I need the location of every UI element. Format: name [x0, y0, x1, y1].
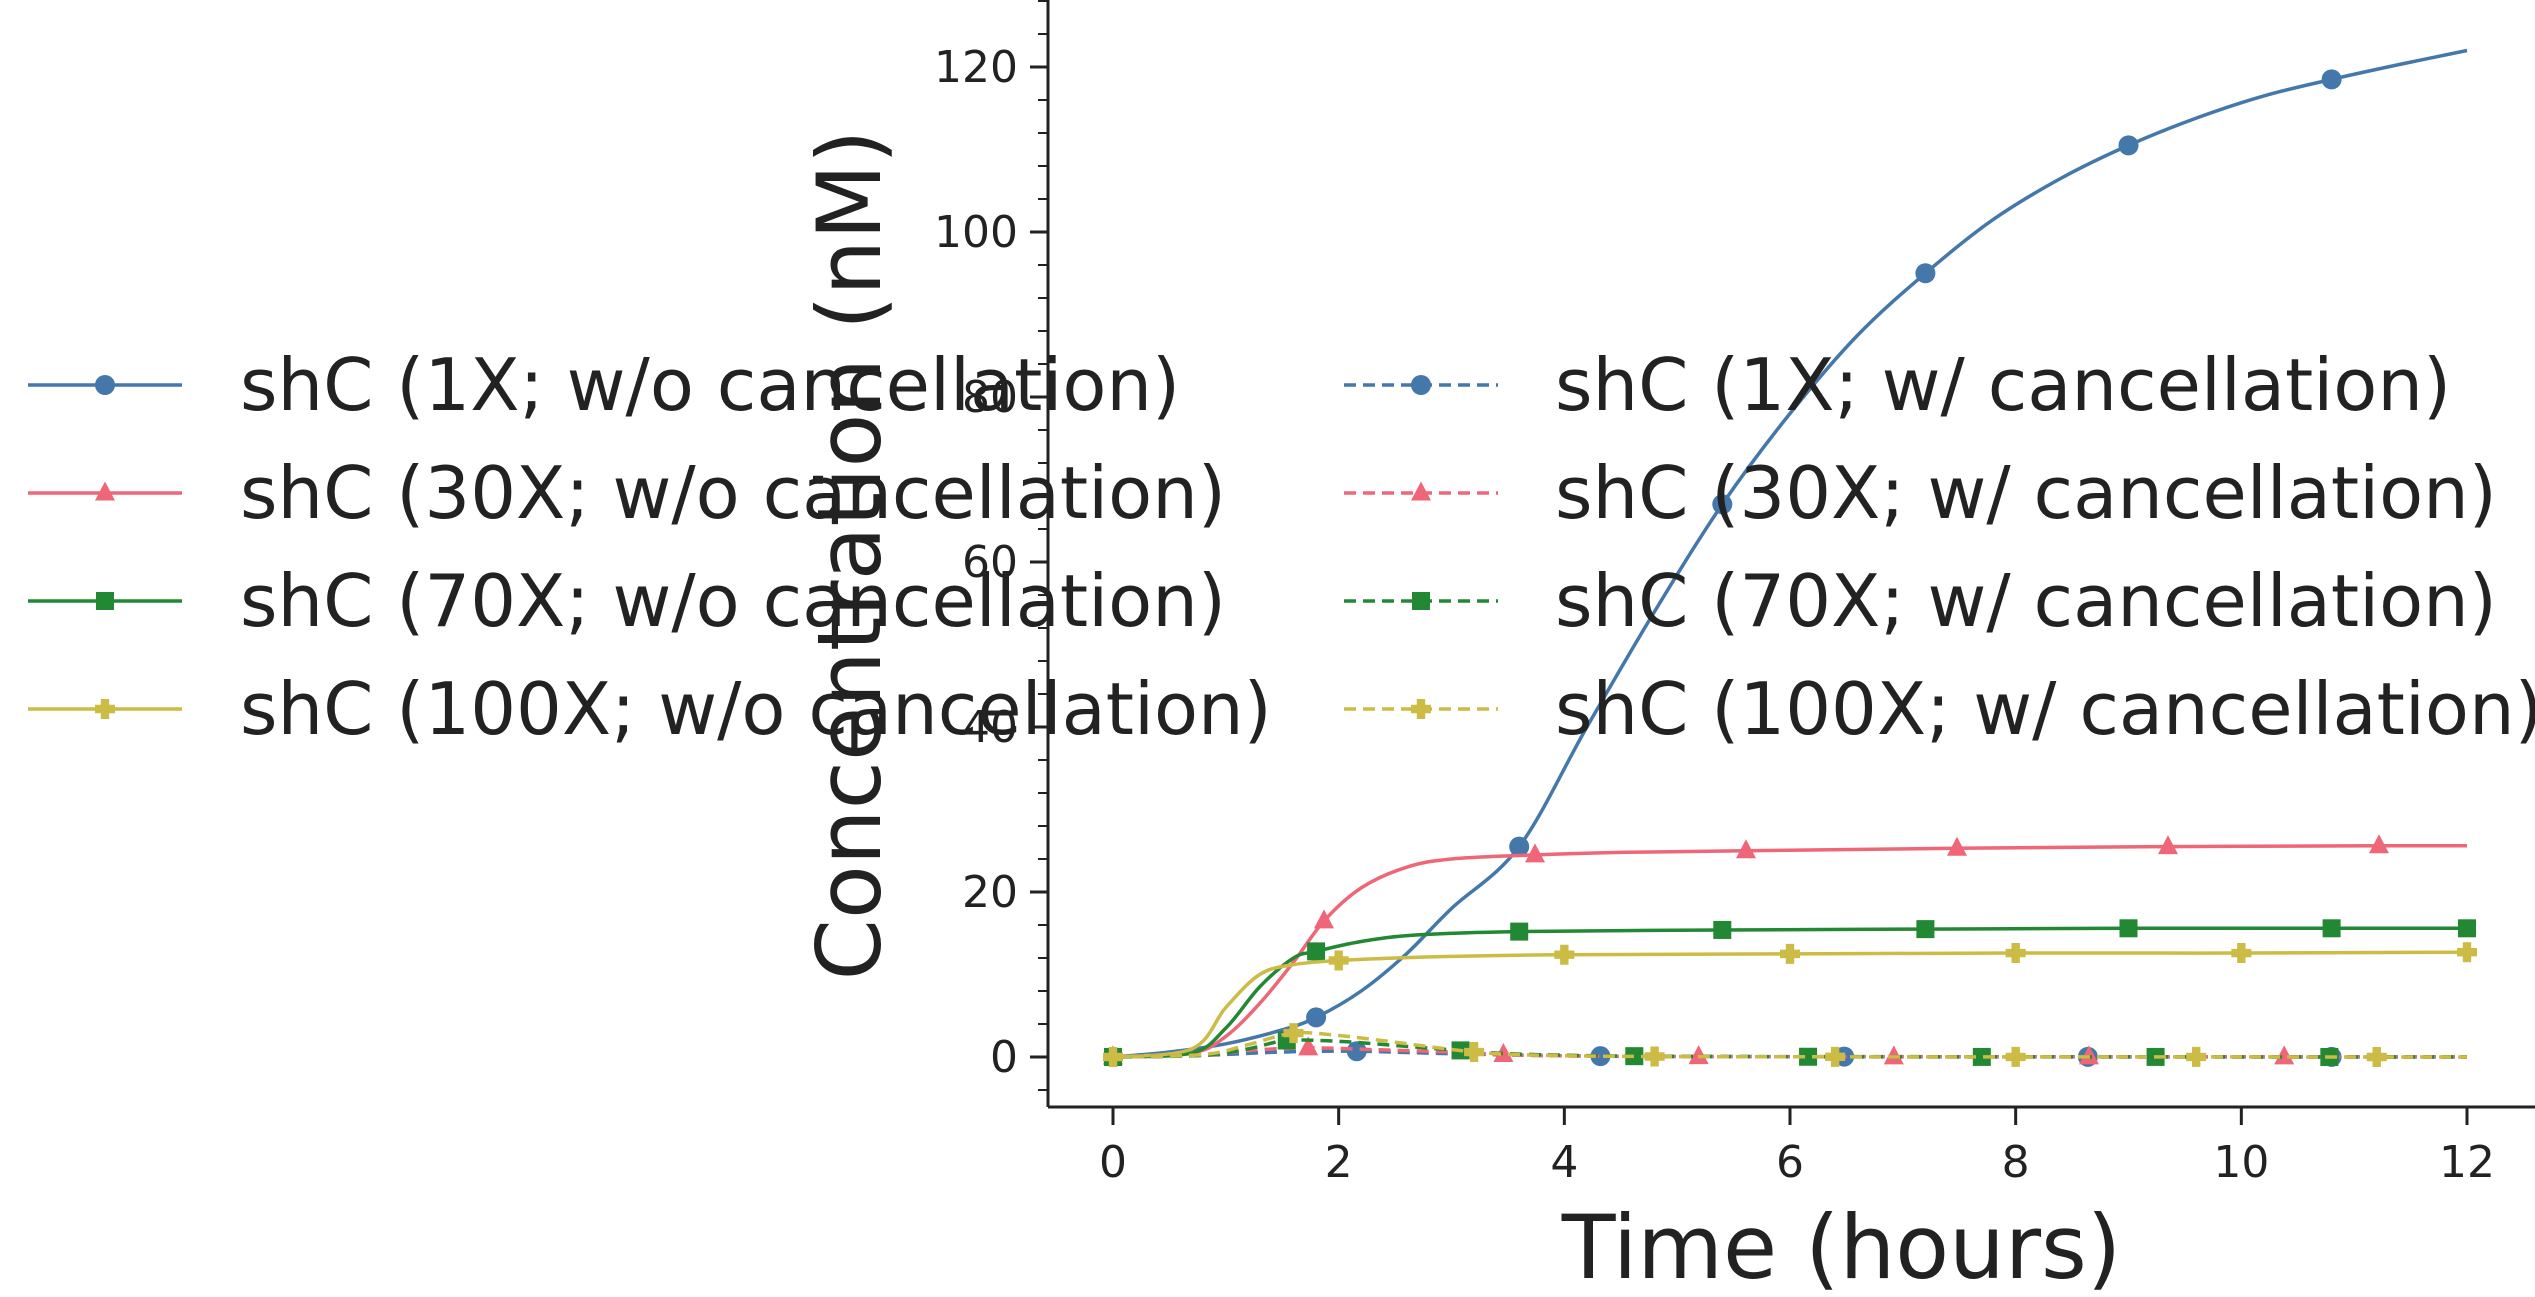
legend-item: shC (100X; w/ cancellation): [1344, 667, 2535, 751]
data-point: [1916, 920, 1935, 939]
x-tick-label: 10: [2213, 1137, 2269, 1188]
legend-label: shC (1X; w/ cancellation): [1555, 343, 2451, 427]
legend-label: shC (70X; w/ cancellation): [1555, 559, 2497, 643]
data-point: [2321, 69, 2342, 90]
data-point: [2157, 835, 2178, 855]
y-tick-label: 120: [934, 42, 1018, 93]
data-point: [2368, 834, 2389, 854]
x-tick-label: 4: [1550, 1137, 1578, 1188]
data-point: [1103, 1047, 1123, 1067]
data-point: [2118, 135, 2139, 156]
legend-item: shC (70X; w/o cancellation): [28, 559, 1226, 643]
data-point: [1825, 1046, 1846, 1067]
x-axis-title: Time (hours): [1561, 1196, 2121, 1297]
data-point: [1735, 839, 1756, 859]
data-point: [1298, 1036, 1319, 1056]
data-point: [2079, 1045, 2100, 1065]
series-8: [1103, 1023, 2467, 1067]
series-layer: [1103, 48, 2477, 1067]
data-point: [1464, 1042, 1485, 1063]
series-line: [1112, 48, 2468, 1059]
data-point: [1625, 1047, 1644, 1066]
legend-marker: [1411, 481, 1431, 501]
y-tick-label: 60: [962, 537, 1018, 588]
series-3: [1104, 919, 2476, 1066]
data-point: [1493, 1043, 1514, 1063]
data-point: [2458, 919, 2476, 938]
data-point: [2366, 1047, 2387, 1067]
y-axis-title: Concentration (nM): [798, 130, 901, 981]
data-point: [1524, 843, 1545, 863]
legend-marker: [95, 375, 115, 395]
data-point: [1883, 1045, 1904, 1065]
legend-item: shC (30X; w/o cancellation): [28, 451, 1226, 535]
data-point: [2322, 919, 2341, 938]
legend-item: shC (30X; w/ cancellation): [1344, 451, 2497, 535]
data-point: [1644, 1046, 1665, 1067]
data-point: [1590, 1046, 1611, 1067]
legend-item: shC (1X; w/ cancellation): [1344, 343, 2451, 427]
legend-marker: [95, 699, 115, 719]
legend-label: shC (100X; w/ cancellation): [1555, 667, 2535, 751]
legend-label: shC (100X; w/o cancellation): [240, 667, 1272, 751]
data-point: [1780, 943, 1800, 964]
data-point: [2231, 943, 2252, 964]
x-tick-label: 0: [1099, 1137, 1127, 1188]
legend-item: shC (70X; w/ cancellation): [1344, 559, 2497, 643]
data-point: [1283, 1023, 1304, 1044]
legend-marker: [95, 481, 115, 501]
x-tick-label: 8: [2002, 1137, 2030, 1188]
data-point: [1915, 263, 1936, 284]
data-point: [1712, 494, 1733, 515]
legend-item: shC (1X; w/o cancellation): [28, 343, 1180, 427]
legend-label: shC (30X; w/o cancellation): [240, 451, 1226, 535]
data-point: [2005, 1046, 2026, 1067]
data-point: [1713, 920, 1732, 939]
data-point: [2119, 919, 2138, 938]
legend-item: shC (100X; w/o cancellation): [28, 667, 1272, 751]
data-point: [2005, 943, 2026, 964]
data-point: [1313, 909, 1334, 929]
data-point: [1328, 950, 1349, 971]
legend-marker: [1412, 592, 1430, 610]
data-point: [1510, 922, 1529, 941]
x-tick-label: 6: [1776, 1137, 1804, 1188]
data-point: [1554, 944, 1575, 965]
y-tick-label: 40: [962, 702, 1018, 753]
data-point: [1307, 942, 1326, 961]
legend-marker: [1411, 699, 1431, 719]
legend-label: shC (1X; w/o cancellation): [240, 343, 1180, 427]
data-point: [1946, 836, 1967, 856]
data-point: [1799, 1047, 1818, 1066]
y-tick-label: 20: [962, 867, 1018, 918]
legend-label: shC (30X; w/ cancellation): [1555, 451, 2497, 535]
x-tick-label: 2: [1325, 1137, 1353, 1188]
legend: shC (1X; w/o cancellation) shC (30X; w/o …: [28, 343, 2535, 751]
axes: 0 20 40 60 80 100 120 0 2 4 6 8 10 12: [934, 0, 2535, 1188]
data-point: [2274, 1045, 2295, 1065]
data-point: [1688, 1045, 1709, 1065]
data-point: [1306, 1007, 1327, 1028]
legend-label: shC (70X; w/o cancellation): [240, 559, 1226, 643]
y-tick-label: 100: [934, 207, 1018, 258]
y-tick-label: 80: [962, 372, 1018, 423]
data-point: [2457, 942, 2477, 963]
y-tick-label: 0: [990, 1032, 1018, 1083]
data-point: [1972, 1047, 1991, 1066]
legend-marker: [1411, 375, 1431, 395]
data-point: [1346, 1041, 1367, 1062]
data-point: [2186, 1046, 2207, 1067]
x-tick-label: 12: [2439, 1137, 2495, 1188]
data-point: [1509, 836, 1530, 857]
legend-marker: [96, 592, 114, 610]
series-line: [1112, 950, 2468, 1059]
